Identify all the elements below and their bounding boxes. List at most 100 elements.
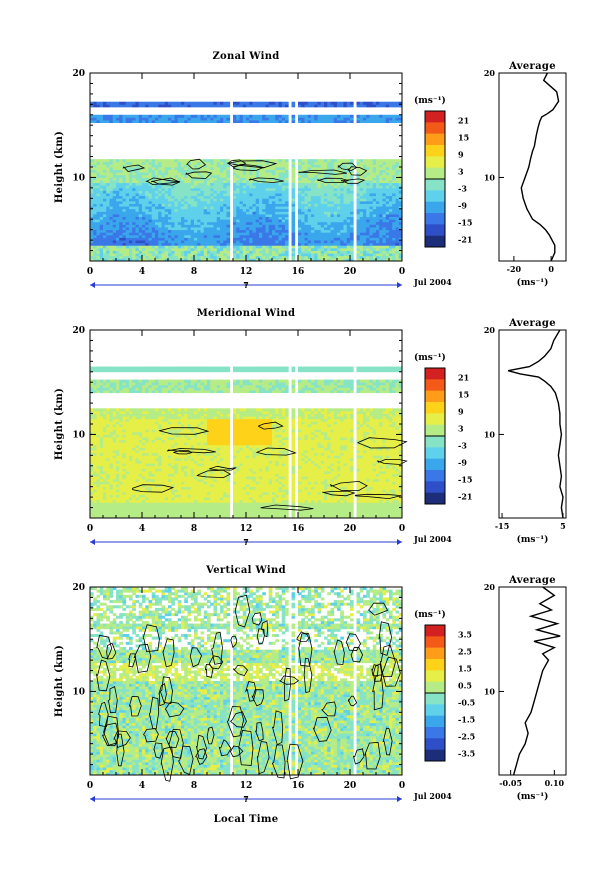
heatmap-cell xyxy=(187,120,192,124)
heatmap-cell xyxy=(112,255,117,259)
heatmap-cell xyxy=(103,478,107,482)
heatmap-cell xyxy=(99,504,104,508)
heatmap-cell xyxy=(116,167,120,171)
heatmap-cell xyxy=(122,491,127,495)
heatmap-cell xyxy=(90,190,94,194)
heatmap-cell xyxy=(164,195,169,199)
heatmap-cell xyxy=(194,206,198,210)
heatmap-cell xyxy=(119,187,123,191)
heatmap-cell xyxy=(320,237,325,241)
heatmap-cell xyxy=(379,221,383,225)
heatmap-cell xyxy=(363,172,367,176)
heatmap-cell xyxy=(252,101,257,105)
heatmap-cell xyxy=(301,229,305,233)
heatmap-cell xyxy=(223,229,227,233)
heatmap-cell xyxy=(330,167,335,171)
heatmap-cell xyxy=(174,229,179,233)
heatmap-cell xyxy=(320,182,325,186)
average-x-tick-label: -20 xyxy=(507,264,522,274)
heatmap-cell xyxy=(272,237,276,241)
heatmap-cell xyxy=(122,379,127,383)
heatmap-cell xyxy=(304,237,309,241)
heatmap-cell xyxy=(106,237,110,241)
heatmap-cell xyxy=(151,234,156,238)
heatmap-cell xyxy=(314,101,318,105)
heatmap-cell xyxy=(359,242,364,246)
heatmap-cell xyxy=(168,114,172,118)
heatmap-cell xyxy=(359,255,364,259)
heatmap-cell xyxy=(278,232,283,236)
heatmap-cell xyxy=(366,208,370,212)
heatmap-cell xyxy=(103,216,107,220)
heatmap-cell xyxy=(96,455,101,459)
heatmap-cell xyxy=(207,117,211,121)
heatmap-cell xyxy=(382,167,387,171)
heatmap-cell xyxy=(259,237,263,241)
heatmap-cell xyxy=(350,200,354,204)
heatmap-cell xyxy=(337,250,341,254)
heatmap-cell xyxy=(343,247,348,251)
colorbar-swatch xyxy=(425,213,445,225)
heatmap-cell xyxy=(158,208,162,212)
heatmap-cell xyxy=(236,258,240,262)
heatmap-cell xyxy=(236,208,240,212)
heatmap-cell xyxy=(187,187,192,191)
heatmap-cell xyxy=(236,227,240,231)
heatmap-cell xyxy=(90,234,94,238)
heatmap-cell xyxy=(112,206,117,210)
heatmap-cell xyxy=(350,187,354,191)
heatmap-cell xyxy=(132,203,136,207)
heatmap-cell xyxy=(197,195,201,199)
heatmap-cell xyxy=(142,499,146,503)
heatmap-cell xyxy=(112,499,117,503)
heatmap-cell xyxy=(142,255,146,259)
heatmap-cell xyxy=(301,255,305,259)
heatmap-cell xyxy=(187,203,192,207)
heatmap-cell xyxy=(333,180,338,184)
heatmap-cell xyxy=(187,216,192,220)
heatmap-cell xyxy=(106,463,110,467)
heatmap-cell xyxy=(340,214,344,218)
heatmap-cell xyxy=(304,120,309,124)
heatmap-cell xyxy=(363,258,367,262)
heatmap-cell xyxy=(311,234,315,238)
heatmap-cell xyxy=(184,174,188,178)
heatmap-cell xyxy=(190,161,195,165)
heatmap-cell xyxy=(239,200,244,204)
heatmap-cell xyxy=(122,229,127,233)
heatmap-cell xyxy=(255,208,260,212)
heatmap-cell xyxy=(350,177,354,181)
heatmap-cell xyxy=(99,232,104,236)
heatmap-cell xyxy=(236,187,240,191)
heatmap-cell xyxy=(164,164,169,168)
heatmap-cell xyxy=(291,203,296,207)
heatmap-cell xyxy=(145,247,149,251)
heatmap-cell xyxy=(268,114,273,118)
heatmap-cell xyxy=(168,185,172,189)
heatmap-cell xyxy=(239,250,244,254)
heatmap-cell xyxy=(112,468,117,472)
heatmap-cell xyxy=(103,180,107,184)
heatmap-cell xyxy=(382,232,387,236)
heatmap-cell xyxy=(324,164,328,168)
heatmap-cell xyxy=(116,174,120,178)
heatmap-cell xyxy=(311,237,315,241)
heatmap-cell xyxy=(174,206,179,210)
heatmap-cell xyxy=(96,120,101,124)
heatmap-cell xyxy=(216,161,221,165)
heatmap-cell xyxy=(138,491,143,495)
heatmap-cell xyxy=(109,387,114,391)
heatmap-cell xyxy=(265,169,270,173)
heatmap-cell xyxy=(135,224,140,228)
heatmap-cell xyxy=(376,253,380,257)
heatmap-cell xyxy=(320,224,325,228)
heatmap-cell xyxy=(311,101,315,105)
heatmap-cell xyxy=(106,384,110,388)
heatmap-cell xyxy=(132,468,136,472)
heatmap-cell xyxy=(369,159,374,163)
heatmap-cell xyxy=(272,211,276,215)
heatmap-cell xyxy=(392,216,396,220)
heatmap-cell xyxy=(106,387,110,391)
heatmap-cell xyxy=(125,195,130,199)
heatmap-cell xyxy=(372,159,377,163)
